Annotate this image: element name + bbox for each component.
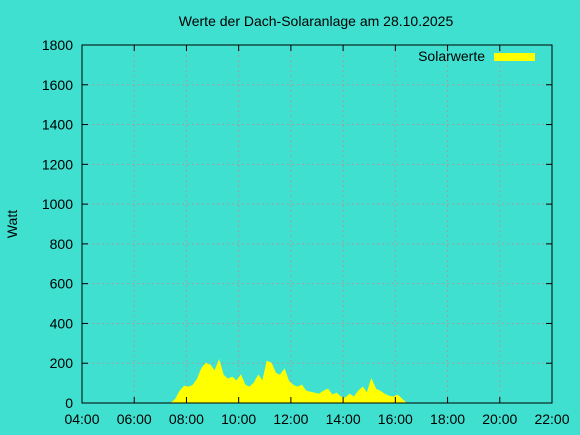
axis-ticks xyxy=(81,44,553,404)
legend-label: Solarwerte xyxy=(418,48,485,64)
grid-lines xyxy=(82,45,552,403)
x-tick-label: 18:00 xyxy=(430,411,465,427)
series-area xyxy=(170,358,408,404)
y-axis-label: Watt xyxy=(4,210,20,238)
y-tick-label: 1200 xyxy=(42,156,73,172)
chart-title: Werte der Dach-Solaranlage am 28.10.2025 xyxy=(179,13,454,29)
y-tick-label: 200 xyxy=(50,355,74,371)
x-tick-label: 10:00 xyxy=(221,411,256,427)
x-tick-label: 22:00 xyxy=(534,411,569,427)
y-tick-label: 600 xyxy=(50,276,74,292)
x-tick-label: 20:00 xyxy=(482,411,517,427)
y-tick-label: 0 xyxy=(65,395,73,411)
y-tick-label: 1800 xyxy=(42,37,73,53)
legend-swatch xyxy=(494,53,535,61)
x-tick-label: 12:00 xyxy=(273,411,308,427)
y-tick-label: 1400 xyxy=(42,117,73,133)
x-tick-label: 14:00 xyxy=(326,411,361,427)
x-tick-label: 06:00 xyxy=(117,411,152,427)
y-tick-label: 800 xyxy=(50,236,74,252)
y-tick-label: 400 xyxy=(50,315,74,331)
x-tick-label: 08:00 xyxy=(169,411,204,427)
legend: Solarwerte xyxy=(418,48,535,64)
x-tick-label: 16:00 xyxy=(378,411,413,427)
data-area-layer xyxy=(170,358,408,404)
y-tick-label: 1600 xyxy=(42,77,73,93)
y-tick-label: 1000 xyxy=(42,196,73,212)
plot-frame xyxy=(81,44,553,404)
x-tick-label: 04:00 xyxy=(64,411,99,427)
tick-labels: 0 200 400 600 800 1000 1200 1400 1600 1800 04:00 06… xyxy=(42,37,570,427)
